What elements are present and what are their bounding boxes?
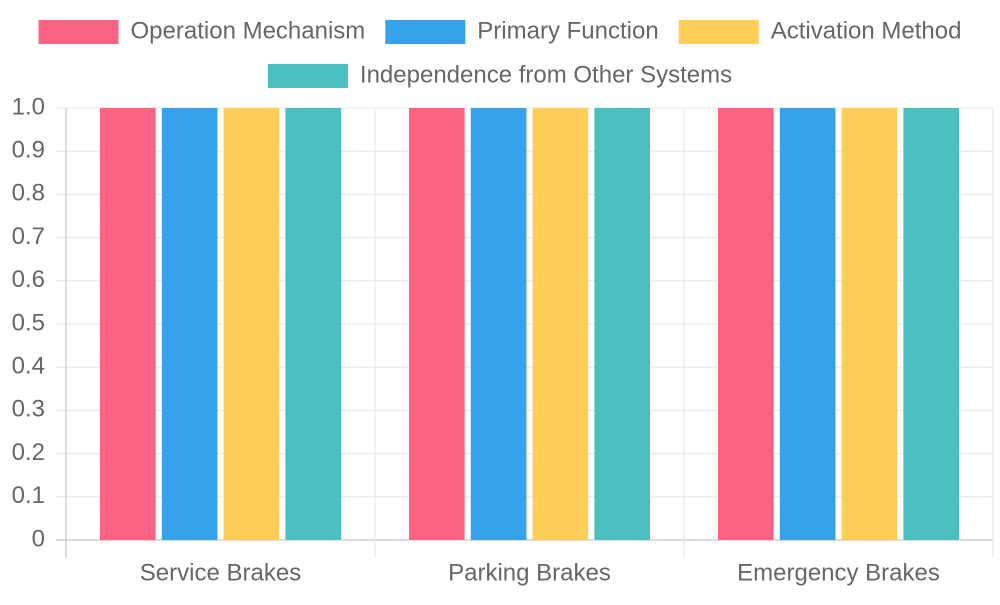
bar xyxy=(470,108,527,540)
legend-swatch xyxy=(267,64,348,88)
y-tick-label: 0.8 xyxy=(12,180,45,207)
bar xyxy=(408,108,465,540)
y-tick-label: 0 xyxy=(32,525,45,552)
y-tick-label: 0.3 xyxy=(12,396,45,423)
bar xyxy=(717,108,774,540)
bar xyxy=(285,108,342,540)
bar xyxy=(779,108,836,540)
legend-swatch xyxy=(678,20,759,44)
bar xyxy=(223,108,280,540)
y-tick-label: 1.0 xyxy=(12,93,45,120)
legend-label: Activation Method xyxy=(771,17,962,44)
bar xyxy=(903,108,960,540)
legend-swatch xyxy=(385,20,466,44)
y-tick-label: 0.1 xyxy=(12,482,45,509)
bar xyxy=(594,108,651,540)
y-tick-label: 0.2 xyxy=(12,439,45,466)
y-tick-label: 0.9 xyxy=(12,137,45,164)
x-tick-label: Emergency Brakes xyxy=(737,559,940,586)
y-tick-label: 0.6 xyxy=(12,266,45,293)
y-tick-label: 0.5 xyxy=(12,309,45,336)
x-tick-label: Service Brakes xyxy=(140,559,301,586)
bar xyxy=(841,108,898,540)
legend-label: Primary Function xyxy=(477,17,658,44)
x-tick-label: Parking Brakes xyxy=(448,559,611,586)
legend-label: Operation Mechanism xyxy=(131,17,366,44)
y-tick-label: 0.4 xyxy=(12,353,45,380)
y-tick-label: 0.7 xyxy=(12,223,45,250)
bar xyxy=(532,108,589,540)
legend-swatch xyxy=(38,20,119,44)
legend-label: Independence from Other Systems xyxy=(360,61,732,88)
bar xyxy=(99,108,156,540)
bar xyxy=(161,108,218,540)
